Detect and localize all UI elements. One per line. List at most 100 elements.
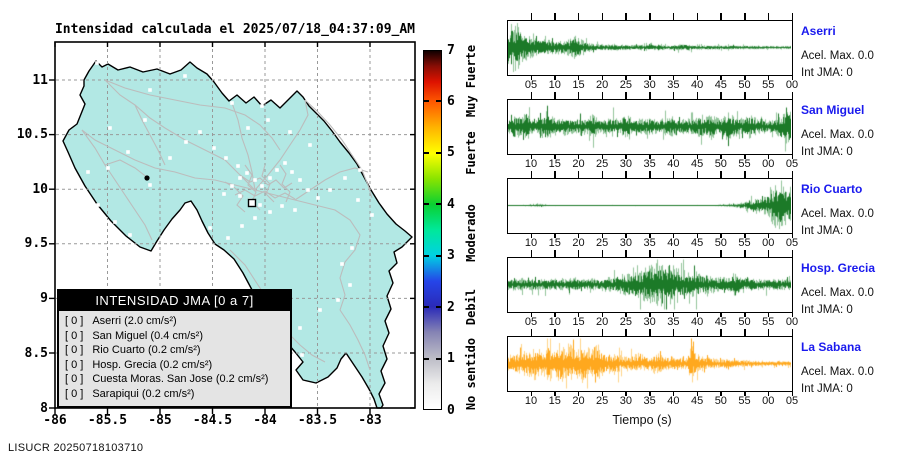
road bbox=[339, 309, 371, 371]
lon-tick-label: -84 bbox=[253, 413, 277, 428]
station-marker bbox=[230, 184, 234, 188]
station-marker bbox=[148, 183, 152, 187]
intensity-legend: INTENSIDAD JMA [0 a 7] [ 0 ] Aserri (2.0 … bbox=[57, 289, 292, 408]
road bbox=[289, 334, 326, 363]
panel-bottom-tick bbox=[720, 155, 722, 159]
panel-bottom-tick bbox=[744, 313, 746, 317]
panel-bottom-tick bbox=[577, 155, 580, 159]
panel-bottom-tick bbox=[601, 155, 604, 159]
panel-bottom-tick bbox=[744, 155, 746, 159]
lon-tick-label: -86 bbox=[43, 413, 67, 428]
panel-bottom-tick bbox=[625, 155, 627, 159]
station-marker bbox=[143, 118, 147, 122]
legend-item-intensity: [ 0 ] bbox=[65, 373, 84, 386]
panel-bottom-tick bbox=[649, 234, 651, 238]
panel-top-tick bbox=[530, 13, 532, 20]
road bbox=[104, 159, 149, 179]
map-axis-ticks bbox=[49, 42, 415, 414]
station-marker bbox=[283, 161, 287, 165]
panel-bottom-tick bbox=[720, 313, 722, 317]
panel-top-tick bbox=[530, 250, 532, 257]
panel-bottom-tick bbox=[601, 313, 604, 317]
station-marker bbox=[183, 74, 187, 78]
station-marker bbox=[208, 226, 212, 230]
panel-top-tick bbox=[767, 92, 770, 99]
station-marker bbox=[336, 298, 340, 302]
time-tick-label: 20 bbox=[572, 395, 585, 407]
legend-items: [ 0 ] Aserri (2.0 cm/s²) [ 0 ] San Miguel (… bbox=[59, 311, 290, 406]
lat-tick-label: 8 bbox=[40, 400, 48, 416]
time-tick-label: 55 bbox=[738, 237, 751, 249]
colorbar-tick bbox=[436, 306, 441, 309]
legend-item-intensity: [ 0 ] bbox=[65, 329, 84, 342]
colorbar-tick bbox=[424, 151, 429, 154]
footer-timestamp: LISUCR 20250718103710 bbox=[8, 442, 144, 454]
road bbox=[254, 99, 309, 191]
colorbar-tick bbox=[436, 357, 441, 360]
station-marker bbox=[350, 246, 354, 250]
station-marker bbox=[240, 224, 244, 228]
waveform-box bbox=[507, 99, 793, 155]
time-tick-label: 25 bbox=[596, 158, 609, 170]
panel-top-tick bbox=[696, 329, 699, 336]
panel-bottom-tick bbox=[696, 392, 699, 396]
panel-bottom-tick bbox=[649, 392, 651, 396]
time-tick-label: 35 bbox=[667, 79, 680, 91]
lon-tick-label: -83 bbox=[358, 413, 382, 428]
panel-bottom-tick bbox=[577, 234, 580, 238]
panel-top-tick bbox=[601, 250, 604, 257]
legend-item-intensity: [ 0 ] bbox=[65, 358, 84, 371]
waveform-canvas-san-miguel bbox=[508, 100, 791, 153]
colorbar-tick bbox=[424, 254, 429, 257]
panel-bottom-tick bbox=[672, 155, 675, 159]
panel-top-tick bbox=[577, 329, 580, 336]
road bbox=[234, 189, 296, 200]
time-tick-label: 55 bbox=[738, 395, 751, 407]
lat-tick-label: 10.5 bbox=[16, 127, 48, 143]
time-tick-label: 45 bbox=[690, 237, 704, 249]
panel-bottom-tick bbox=[625, 313, 627, 317]
station-marker bbox=[106, 166, 110, 170]
time-tick-label: 10 bbox=[524, 237, 538, 249]
station-marker bbox=[128, 233, 132, 237]
colorbar-tick-label: 1 bbox=[447, 351, 455, 367]
panel-top-tick bbox=[649, 171, 651, 178]
acel-max-label: Acel. Max. 0.0 bbox=[801, 366, 874, 378]
colorbar-tick-label: 6 bbox=[447, 93, 455, 109]
panel-top-tick bbox=[577, 171, 580, 178]
time-tick-label: 50 bbox=[714, 158, 727, 170]
colorbar-tick-label: 0 bbox=[447, 402, 455, 418]
panel-top-tick bbox=[696, 13, 699, 20]
time-axis-label: Tiempo (s) bbox=[612, 413, 672, 427]
time-tick-label: 40 bbox=[667, 395, 680, 407]
station-marker bbox=[230, 101, 234, 105]
panel-bottom-tick bbox=[649, 155, 651, 159]
station-name-label: La Sabana bbox=[801, 340, 862, 354]
panel-top-tick bbox=[767, 171, 770, 178]
legend-item: [ 0 ] San Miguel (0.4 cm/s²) bbox=[59, 329, 290, 344]
station-name-label: San Miguel bbox=[801, 103, 865, 117]
panel-bottom-tick bbox=[744, 76, 746, 80]
legend-item: [ 0 ] Aserri (2.0 cm/s²) bbox=[59, 314, 290, 329]
legend-item-station: Cuesta Moras. San Jose (0.2 cm/s²) bbox=[92, 373, 269, 386]
time-tick-label: 30 bbox=[643, 79, 656, 91]
time-tick-label: 10 bbox=[548, 79, 561, 91]
colorbar-tick-label: 3 bbox=[447, 248, 455, 264]
station-marker bbox=[340, 262, 344, 266]
road-network bbox=[81, 79, 373, 371]
panel-bottom-tick bbox=[530, 155, 532, 159]
panel-bottom-tick bbox=[625, 76, 627, 80]
time-tick-label: 50 bbox=[714, 395, 727, 407]
time-tick-label: 30 bbox=[619, 237, 633, 249]
panel-bottom-tick bbox=[649, 76, 651, 80]
panel-top-tick bbox=[791, 13, 793, 20]
seismogram-panel-rio-cuarto: 10 15 20 25 30 35 40 45 50 55 00 05 bbox=[507, 170, 798, 249]
time-tick-label: 00 bbox=[785, 316, 799, 328]
costa-rica-landmass bbox=[62, 60, 413, 409]
panel-top-tick bbox=[767, 13, 770, 20]
panel-top-tick bbox=[649, 92, 651, 99]
panel-top-tick bbox=[672, 171, 675, 178]
station-marker bbox=[226, 236, 230, 240]
time-tick-label: 05 bbox=[785, 237, 799, 249]
station-marker bbox=[275, 168, 279, 172]
